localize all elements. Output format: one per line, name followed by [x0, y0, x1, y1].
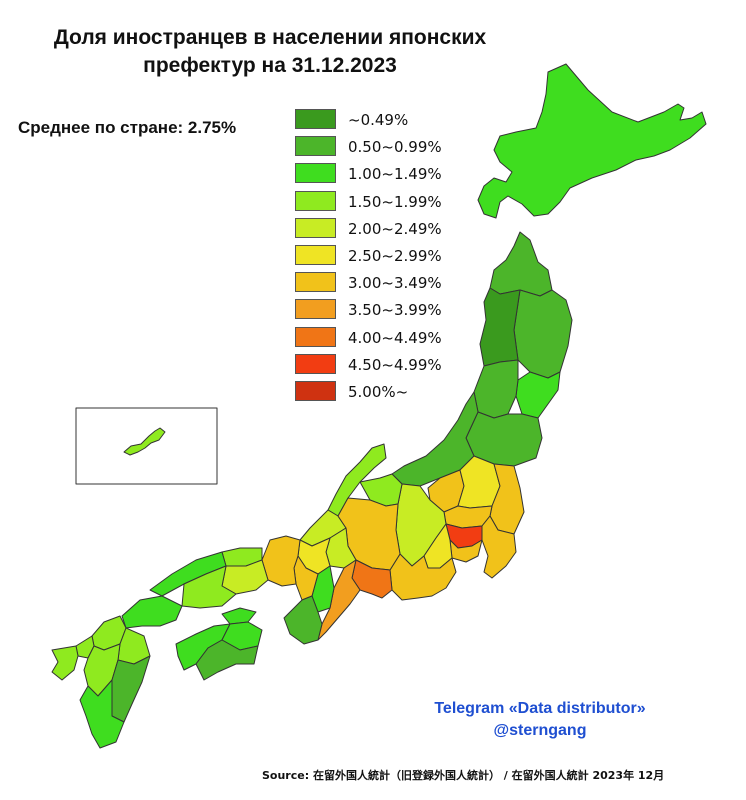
prefecture-akita [479, 287, 521, 367]
prefecture-miyazaki [111, 655, 151, 723]
legend-swatch [295, 136, 336, 157]
legend-swatch [295, 299, 336, 320]
legend-swatch [295, 190, 336, 211]
legend-label: 3.00~3.49% [348, 274, 442, 293]
prefecture-miyagi [515, 371, 561, 419]
legend-label: 1.00~1.49% [348, 165, 442, 184]
legend-label: 5.00%~ [348, 382, 409, 401]
legend-swatch [295, 109, 336, 129]
prefecture-kagawa [221, 607, 257, 625]
prefecture-hiroshima [181, 565, 237, 609]
prefecture-wakayama [283, 595, 323, 645]
prefecture-iwate [513, 289, 573, 379]
legend-label: 2.50~2.99% [348, 246, 442, 265]
map-title-line2: префектур на 31.12.2023 [143, 54, 397, 77]
legend-label: 2.00~2.49% [348, 219, 442, 238]
credit-channel: Telegram «Data distributor» [434, 700, 646, 717]
legend-label: 4.50~4.99% [348, 355, 442, 374]
legend-swatch [295, 163, 336, 184]
legend-swatch [295, 217, 336, 238]
prefecture-kochi [195, 639, 259, 681]
legend-swatch [295, 272, 336, 293]
legend-swatch [295, 326, 336, 347]
prefecture-nagasaki [51, 645, 79, 681]
source-note: Source: 在留外国人統計（旧登録外国人統計） / 在留外国人統計 2023… [262, 769, 665, 782]
map-title-line1: Доля иностранцев в населении японских [53, 26, 487, 49]
legend-label: 1.50~1.99% [348, 192, 442, 211]
prefecture-yamaguchi [121, 595, 183, 629]
prefecture-okinawa [123, 427, 166, 456]
prefecture-hokkaido [477, 63, 707, 219]
legend-label: 0.50~0.99% [348, 138, 442, 157]
map-title: Доля иностранцев в населении японских пр… [20, 24, 520, 80]
legend-swatch [295, 380, 336, 401]
okinawa-inset-box [75, 407, 218, 485]
prefecture-yamagata [473, 359, 519, 419]
prefecture-shizuoka [389, 553, 457, 601]
legend-label: 3.50~3.99% [348, 301, 442, 320]
legend-swatch [295, 353, 336, 374]
credit-handle: @sterngang [493, 722, 587, 739]
national-average-label: Среднее по стране: 2.75% [18, 118, 237, 137]
legend-swatch [295, 244, 336, 265]
prefecture-aomori [489, 231, 553, 297]
prefecture-kanagawa [449, 539, 483, 563]
prefecture-kagoshima [79, 679, 125, 749]
telegram-credit: Telegram «Data distributor» @sterngang [380, 698, 700, 742]
legend-label: ~0.49% [348, 111, 409, 129]
legend-label: 4.00~4.49% [348, 328, 442, 347]
